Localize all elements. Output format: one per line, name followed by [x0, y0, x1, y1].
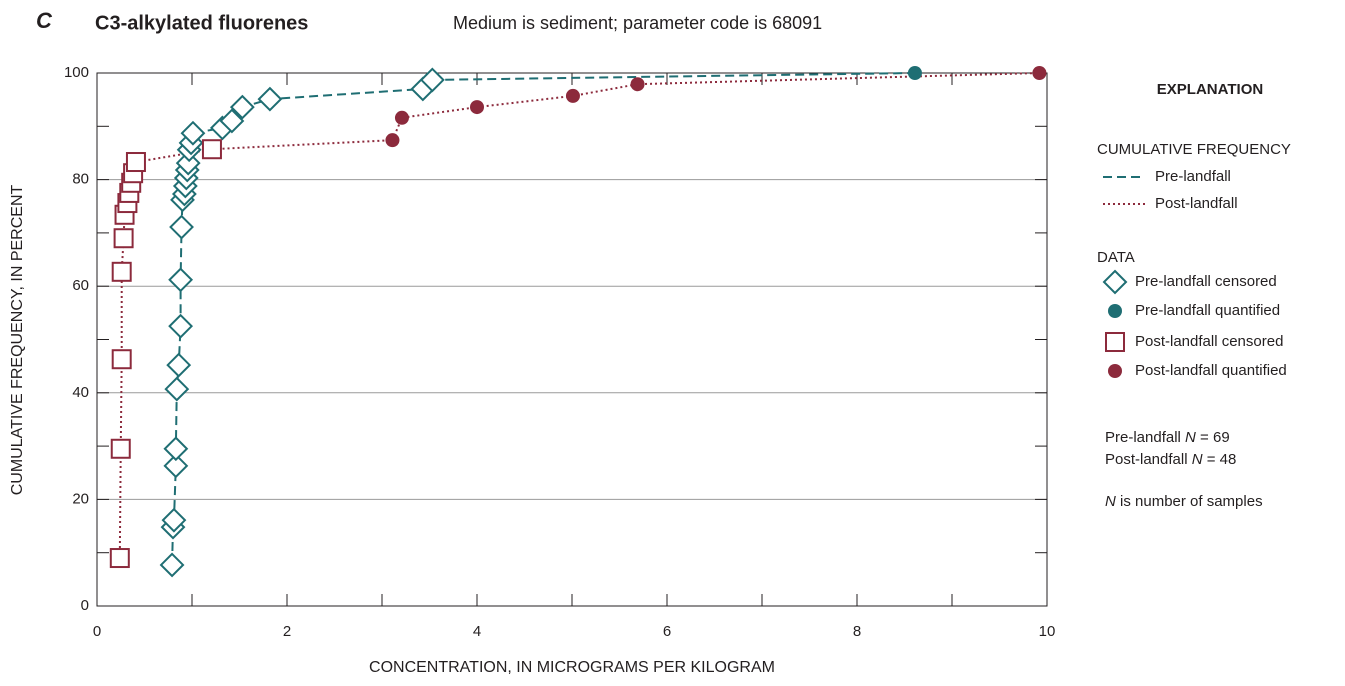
data-point — [125, 152, 146, 173]
data-point — [111, 261, 132, 282]
y-tick-label: 100 — [64, 64, 89, 81]
note: N is number of samples — [1105, 493, 1263, 510]
data-point — [159, 552, 185, 578]
legend-label: Post-landfall quantified — [1135, 362, 1287, 379]
legend-label: Pre-landfall quantified — [1135, 302, 1280, 319]
legend-marker — [1105, 332, 1125, 352]
note-symbol: N — [1105, 493, 1116, 510]
data-point — [168, 267, 194, 293]
y-tick-label: 80 — [72, 171, 89, 188]
data-point — [164, 376, 190, 402]
legend-section: DATA — [1097, 249, 1135, 266]
data-point — [111, 349, 132, 370]
data-point — [163, 453, 189, 479]
plot-frame — [96, 72, 1048, 607]
x-axis-label: CONCENTRATION, IN MICROGRAMS PER KILOGRA… — [369, 659, 775, 676]
note: Pre-landfall N = 69 — [1105, 429, 1230, 446]
data-point — [109, 548, 130, 569]
data-point — [110, 438, 131, 459]
note-text: = 48 — [1203, 451, 1237, 468]
legend-label: Post-landfall — [1155, 195, 1238, 212]
legend-marker — [1102, 269, 1128, 295]
data-point — [201, 139, 222, 160]
data-point — [257, 86, 283, 112]
y-tick-label: 0 — [81, 597, 89, 614]
y-tick-label: 40 — [72, 384, 89, 401]
note-symbol: N — [1192, 451, 1203, 468]
note-text: Post-landfall — [1105, 451, 1192, 468]
note-symbol: N — [1185, 429, 1196, 446]
data-point — [219, 108, 245, 134]
chart-subtitle: Medium is sediment; parameter code is 68… — [453, 13, 822, 33]
data-point — [113, 228, 134, 249]
data-point — [470, 100, 484, 115]
data-point — [166, 352, 192, 378]
y-tick-label: 60 — [72, 277, 89, 294]
cdf-line — [171, 72, 915, 565]
x-tick-label: 10 — [1039, 623, 1056, 640]
legend-section: CUMULATIVE FREQUENCY — [1097, 141, 1291, 158]
panel-label: C — [36, 8, 53, 33]
chart-title: C3-alkylated fluorenes — [95, 12, 308, 34]
legend-label: Post-landfall censored — [1135, 333, 1283, 350]
data-point — [169, 214, 194, 240]
data-point — [907, 66, 922, 80]
data-point — [419, 67, 445, 93]
x-tick-label: 8 — [853, 623, 861, 640]
note-text: Pre-landfall — [1105, 429, 1185, 446]
data-point — [630, 77, 645, 92]
x-tick-label: 2 — [283, 623, 291, 640]
x-tick-label: 0 — [93, 623, 101, 640]
note-text: = 69 — [1196, 429, 1230, 446]
y-tick-label: 20 — [72, 490, 89, 507]
data-point — [163, 436, 189, 462]
x-tick-label: 6 — [663, 623, 671, 640]
legend-title: EXPLANATION — [1157, 81, 1263, 98]
cdf-line — [118, 72, 1040, 559]
legend-marker — [1108, 304, 1122, 318]
legend-marker — [1108, 364, 1122, 378]
data-point — [229, 94, 255, 120]
note-text: is number of samples — [1116, 493, 1263, 510]
x-tick-label: 4 — [473, 623, 481, 640]
data-point — [385, 133, 400, 148]
data-point — [565, 88, 580, 103]
data-point — [394, 110, 409, 125]
data-point — [180, 120, 206, 146]
data-point — [168, 313, 194, 339]
data-point — [1032, 66, 1047, 80]
legend-label: Pre-landfall censored — [1135, 273, 1277, 290]
legend-label: Pre-landfall — [1155, 168, 1231, 185]
y-axis-label: CUMULATIVE FREQUENCY, IN PERCENT — [9, 184, 26, 495]
data-point — [161, 507, 187, 533]
note: Post-landfall N = 48 — [1105, 451, 1236, 468]
